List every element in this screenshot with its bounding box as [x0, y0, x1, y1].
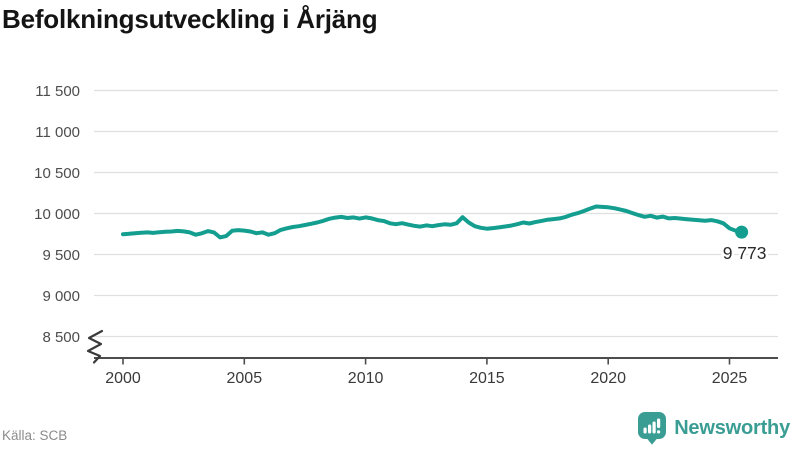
y-tick-label: 11 500 — [35, 83, 80, 100]
logo-bar-2 — [648, 424, 652, 434]
series-end-dot — [735, 225, 749, 239]
axis-break-icon — [86, 329, 104, 364]
y-tick-label: 9 000 — [42, 288, 80, 305]
x-tick-label: 2025 — [712, 370, 748, 387]
x-tick-label: 2020 — [590, 370, 626, 387]
source-label: Källa: SCB — [2, 428, 68, 443]
logo-bar-3 — [652, 421, 656, 434]
y-tick-label: 10 000 — [34, 206, 80, 223]
logo-bar-1 — [643, 427, 647, 434]
population-series-line — [121, 204, 744, 240]
y-tick-label: 9 500 — [42, 247, 80, 264]
y-tick-label: 10 500 — [34, 165, 80, 182]
newsworthy-logo[interactable]: Newsworthy — [637, 411, 790, 445]
x-tick-label: 2010 — [348, 370, 384, 387]
chart-title: Befolkningsutveckling i Årjäng — [2, 4, 378, 34]
x-tick-label: 2005 — [227, 370, 263, 387]
x-tick-label: 2015 — [469, 370, 505, 387]
x-tick-label: 2000 — [105, 370, 141, 387]
logo-exclamation-dot — [657, 430, 661, 434]
y-tick-label: 8 500 — [42, 329, 80, 346]
newsworthy-logo-text: Newsworthy — [674, 416, 790, 439]
y-tick-label: 11 000 — [35, 124, 80, 141]
newsworthy-logo-icon — [638, 412, 667, 445]
end-value-label: 9 773 — [723, 243, 767, 263]
logo-exclamation-bar — [657, 418, 661, 428]
